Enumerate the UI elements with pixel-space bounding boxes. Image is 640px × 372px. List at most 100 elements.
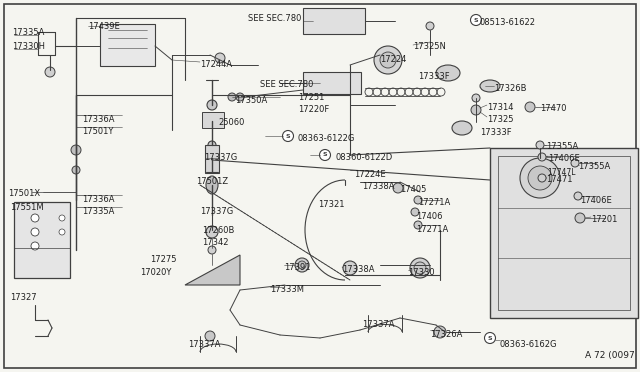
Text: 17325: 17325 [487,115,513,124]
Circle shape [298,261,306,269]
Text: 17501Y: 17501Y [82,127,113,136]
Circle shape [59,229,65,235]
Text: SEE SEC.780: SEE SEC.780 [248,14,301,23]
Circle shape [426,22,434,30]
Bar [490,148,638,318]
Text: S: S [488,336,492,340]
Text: 17327: 17327 [10,293,36,302]
Circle shape [374,46,402,74]
Text: 17336A: 17336A [82,115,115,124]
Circle shape [471,105,481,115]
Circle shape [31,228,39,236]
Text: 17337A: 17337A [188,340,221,349]
Text: 17336A: 17336A [82,195,115,204]
Text: 17551M: 17551M [10,203,44,212]
Bar [202,112,224,128]
Text: 17471: 17471 [546,175,573,184]
Circle shape [228,93,236,101]
Circle shape [59,215,65,221]
Text: 17338A: 17338A [342,265,374,274]
Text: 17406E: 17406E [548,154,580,163]
Circle shape [414,196,422,204]
Text: 17337G: 17337G [200,207,233,216]
Circle shape [72,166,80,174]
Circle shape [574,192,582,200]
Text: 08360-6122D: 08360-6122D [335,153,392,162]
Circle shape [528,166,552,190]
Circle shape [411,208,419,216]
Circle shape [536,141,544,149]
Text: S: S [285,134,291,138]
Text: 17251: 17251 [298,93,324,102]
Circle shape [484,333,495,343]
Text: 17224: 17224 [380,55,406,64]
Bar [205,145,219,173]
Circle shape [393,183,403,193]
Circle shape [380,52,396,68]
Text: 17337G: 17337G [204,153,237,162]
Text: 17350A: 17350A [235,96,268,105]
Text: 17391: 17391 [284,263,310,272]
Circle shape [470,15,481,26]
Circle shape [520,158,560,198]
Circle shape [525,102,535,112]
Text: 08513-61622: 08513-61622 [480,18,536,27]
Circle shape [414,262,426,274]
Ellipse shape [452,121,472,135]
Text: 17275: 17275 [150,255,177,264]
Text: 17439E: 17439E [88,22,120,31]
Text: S: S [474,17,478,22]
Text: 17342: 17342 [202,238,228,247]
Text: 17020Y: 17020Y [140,268,172,277]
Bar [303,8,365,34]
Text: 17355A: 17355A [578,162,611,171]
Text: 17321: 17321 [318,200,344,209]
Circle shape [414,221,422,229]
Ellipse shape [206,176,218,194]
Circle shape [71,145,81,155]
Circle shape [538,174,546,182]
Text: 17338A: 17338A [362,182,394,191]
Circle shape [282,131,294,141]
Polygon shape [185,255,240,285]
Circle shape [208,246,216,254]
Circle shape [208,141,216,149]
Ellipse shape [436,65,460,81]
Text: 17271A: 17271A [418,198,451,207]
Text: 17330: 17330 [408,268,435,277]
Text: 17260B: 17260B [202,226,234,235]
Text: 17325N: 17325N [413,42,446,51]
Bar [100,24,155,66]
Text: 17326B: 17326B [494,84,527,93]
Text: 17501X: 17501X [8,189,40,198]
Bar [14,202,70,278]
Circle shape [45,67,55,77]
Text: 17337A: 17337A [362,320,394,329]
Circle shape [295,258,309,272]
Bar [303,72,361,94]
Text: 17405: 17405 [400,185,426,194]
Text: 08363-6122G: 08363-6122G [298,134,355,143]
Text: A 72 (0097: A 72 (0097 [585,351,635,360]
Bar [498,156,630,310]
Circle shape [319,150,330,160]
Text: 17333M: 17333M [270,285,304,294]
Text: 17747L: 17747L [547,168,575,177]
Text: 17326A: 17326A [430,330,462,339]
Text: 17406: 17406 [416,212,442,221]
Circle shape [206,226,218,238]
Circle shape [207,100,217,110]
Text: 17314: 17314 [487,103,513,112]
Text: 17335A: 17335A [82,207,115,216]
Text: 17501Z: 17501Z [196,177,228,186]
Text: 17220F: 17220F [298,105,329,114]
Circle shape [31,242,39,250]
Text: 08363-6162G: 08363-6162G [500,340,557,349]
Circle shape [31,214,39,222]
Text: 25060: 25060 [218,118,244,127]
Circle shape [434,326,446,338]
Text: 17355A: 17355A [546,142,579,151]
Circle shape [575,213,585,223]
Text: 17330H: 17330H [12,42,45,51]
Text: 17333F: 17333F [480,128,511,137]
